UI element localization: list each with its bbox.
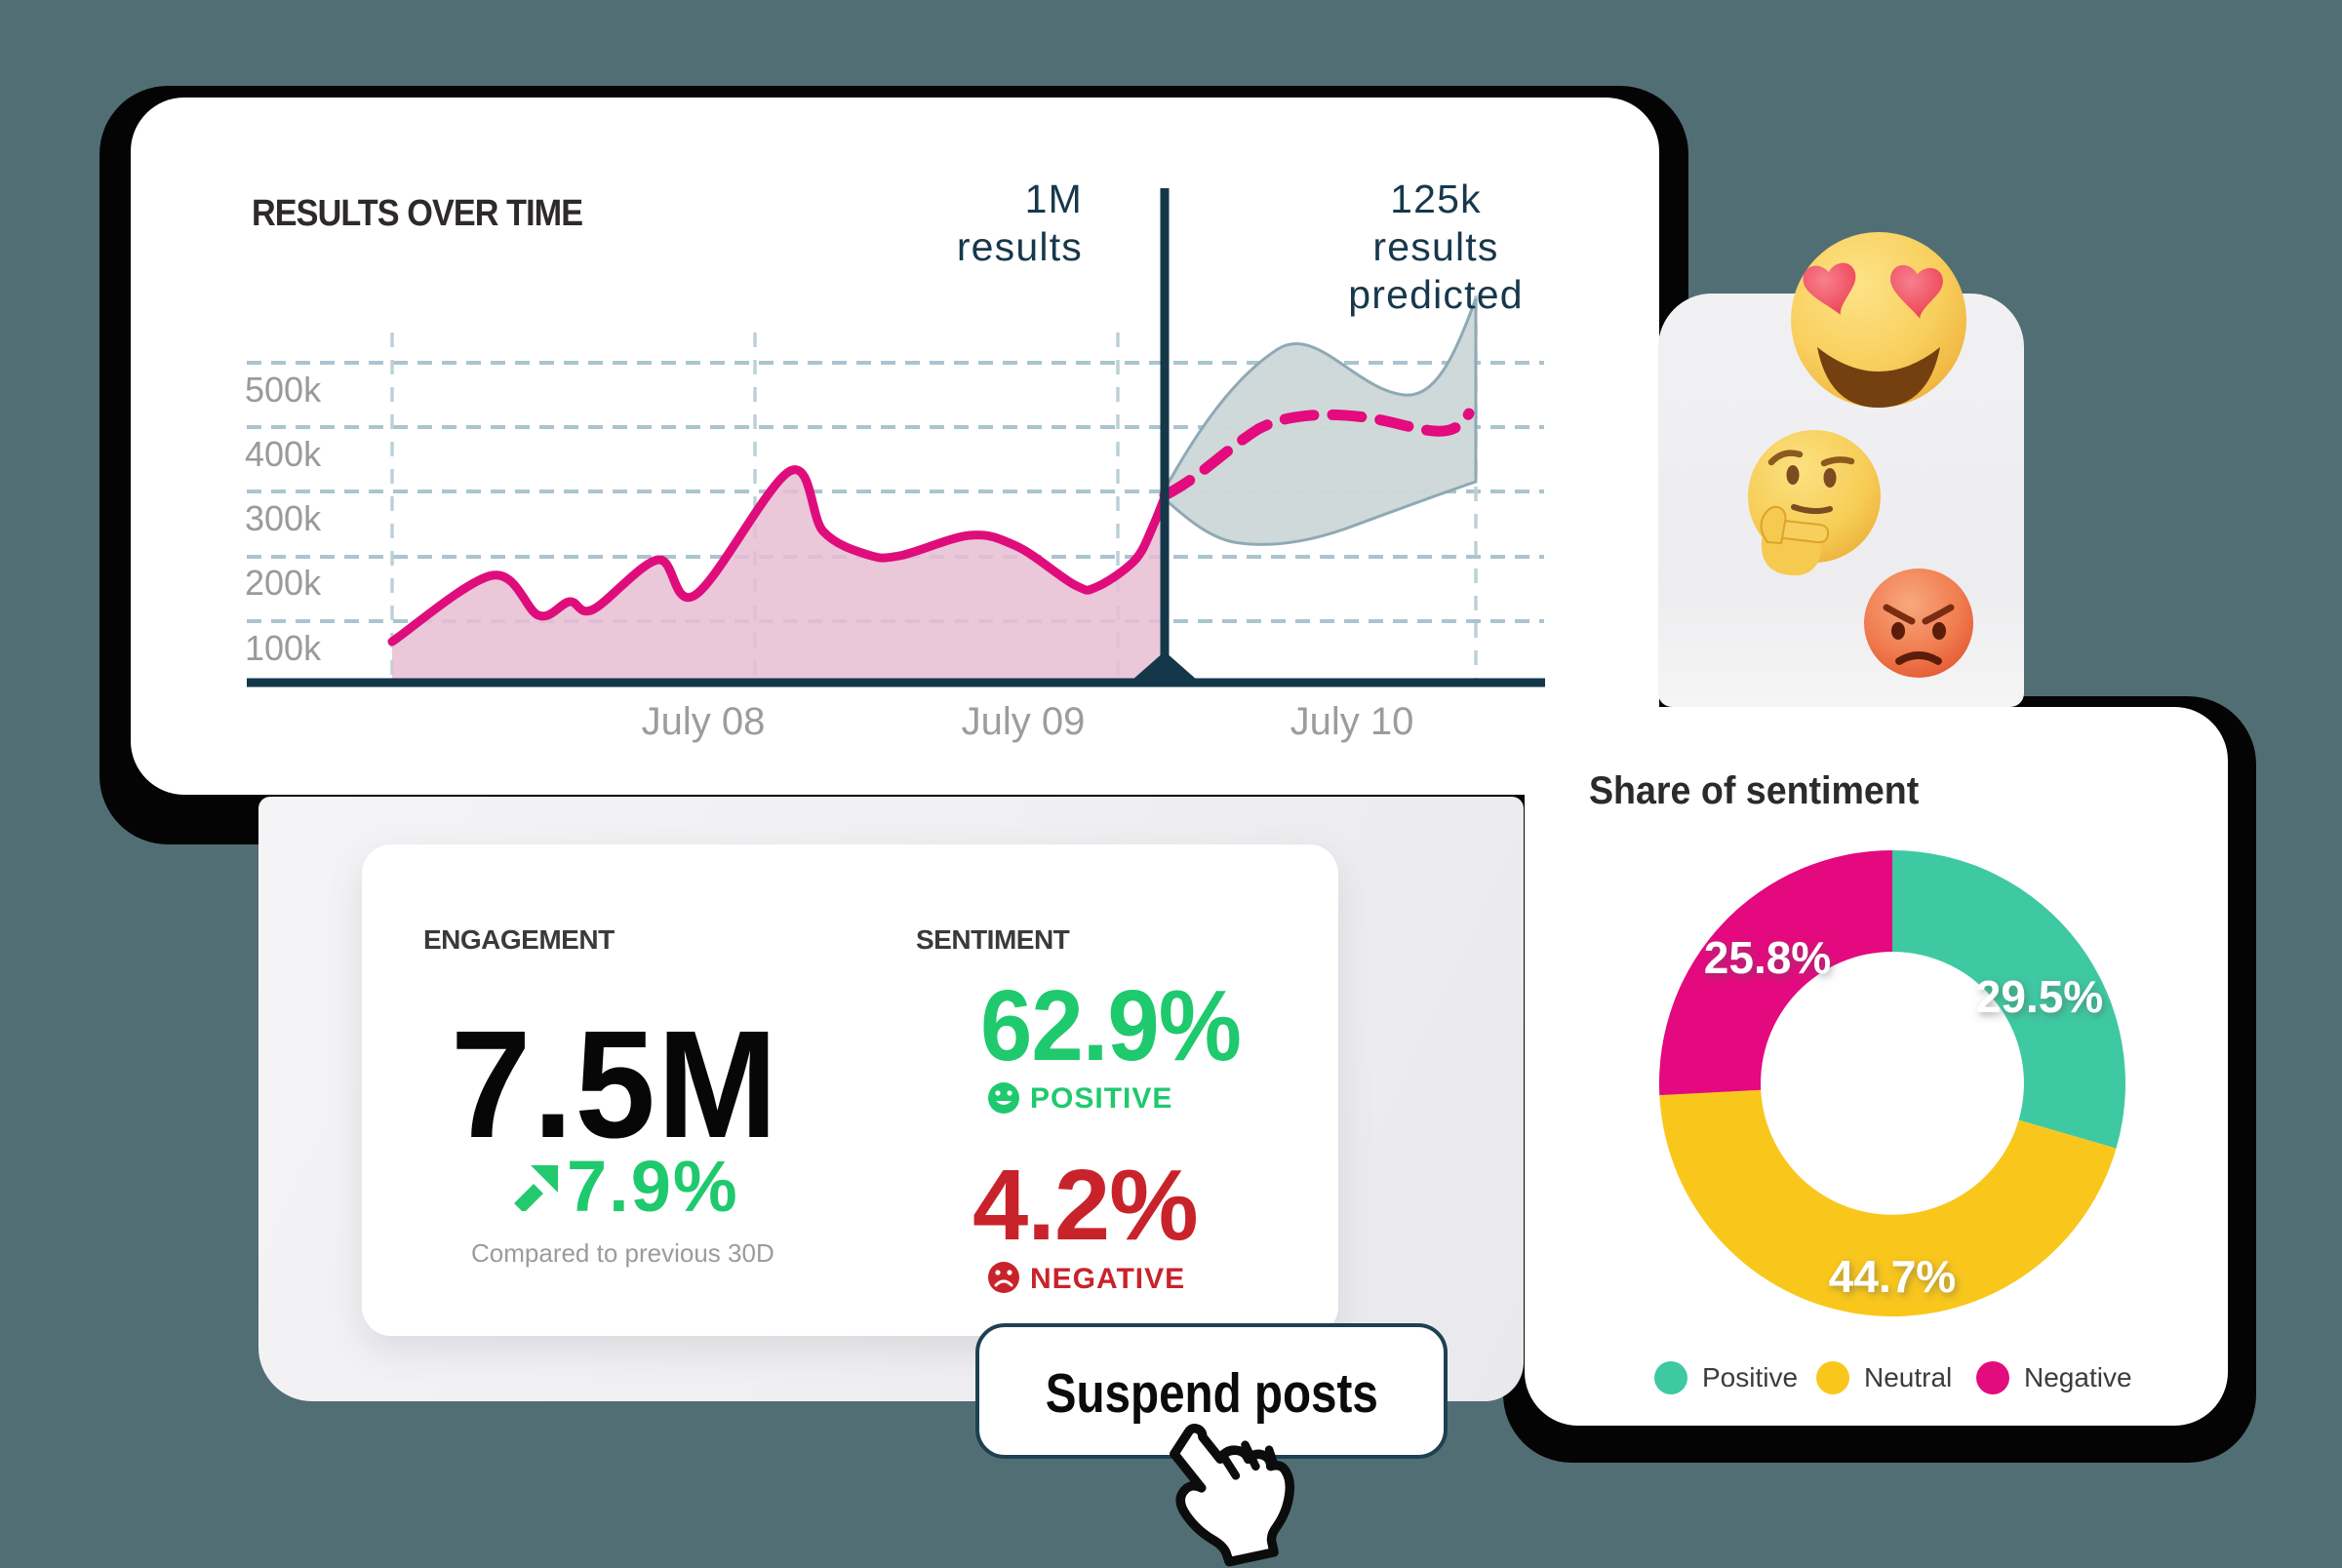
svg-text:results: results	[1372, 224, 1498, 269]
svg-text:300k: 300k	[245, 498, 322, 538]
svg-text:predicted: predicted	[1348, 272, 1523, 317]
svg-text:July 09: July 09	[962, 700, 1086, 743]
svg-text:results: results	[957, 224, 1083, 269]
svg-text:RESULTS OVER TIME: RESULTS OVER TIME	[252, 191, 582, 233]
svg-text:44.7%: 44.7%	[1829, 1251, 1956, 1302]
svg-text:125k: 125k	[1390, 176, 1482, 221]
svg-text:200k: 200k	[245, 563, 322, 603]
svg-text:500k: 500k	[245, 370, 322, 410]
svg-text:July 08: July 08	[642, 700, 766, 743]
svg-text:25.8%: 25.8%	[1704, 932, 1831, 983]
svg-text:Positive: Positive	[1702, 1362, 1798, 1392]
svg-text:Negative: Negative	[2024, 1362, 2132, 1392]
svg-text:400k: 400k	[245, 434, 322, 474]
svg-text:Share of sentiment: Share of sentiment	[1589, 769, 1919, 812]
svg-text:29.5%: 29.5%	[1976, 971, 2103, 1022]
svg-text:Neutral: Neutral	[1864, 1362, 1952, 1392]
svg-text:July 10: July 10	[1290, 700, 1414, 743]
svg-text:100k: 100k	[245, 628, 322, 668]
svg-text:1M: 1M	[1025, 176, 1083, 221]
